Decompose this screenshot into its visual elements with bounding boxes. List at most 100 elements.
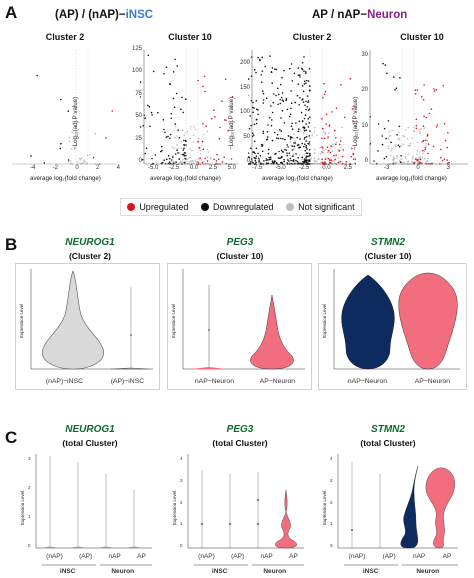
volcano-point	[170, 117, 172, 120]
volcano-point	[281, 156, 283, 158]
volcano-point	[92, 156, 95, 159]
volcano-point	[255, 71, 257, 74]
volcano-point	[428, 112, 431, 115]
v2-xtick: -2.5	[168, 165, 180, 171]
volcano-point	[164, 131, 166, 134]
volcano-point	[436, 124, 439, 126]
volcano-point	[257, 56, 259, 59]
panel-c-letter: C	[5, 428, 18, 447]
volcano-point	[424, 139, 427, 142]
panel-a-letter: A	[5, 3, 18, 22]
volcano-point	[400, 155, 402, 157]
volcano-point	[323, 82, 325, 85]
volcano-point	[262, 132, 264, 135]
volcano-point	[297, 83, 300, 85]
volcano-point	[419, 132, 421, 135]
volcano-point	[350, 155, 353, 158]
volcano-point	[394, 88, 396, 91]
volcano-point	[331, 111, 333, 113]
volcano-point	[197, 141, 200, 143]
volcano-point	[352, 153, 354, 156]
volcano-point	[306, 155, 309, 158]
volcano-point	[268, 148, 270, 151]
volcano-point	[328, 159, 331, 161]
volcano-point	[298, 146, 300, 149]
volcano-point	[413, 162, 415, 164]
volcano-point	[330, 147, 332, 150]
volcano-point	[395, 87, 398, 89]
volcano-point	[300, 161, 302, 164]
volcano-point	[383, 157, 386, 160]
volcano-point	[303, 154, 306, 156]
v2-xtick: 5.0	[227, 165, 236, 171]
volcano-point	[253, 140, 256, 143]
volcano-point	[165, 66, 168, 69]
volcano-point	[86, 154, 89, 156]
b3-group-label: nAP−Neuron	[347, 378, 387, 385]
b3-ylabel: Expression Level	[322, 303, 327, 338]
volcano-point	[298, 154, 301, 156]
volcano-point	[331, 150, 334, 152]
volcano-point	[340, 146, 342, 149]
volcano-point	[303, 138, 306, 140]
c3-group-label: nAP	[412, 553, 426, 560]
volcano-point	[290, 159, 292, 162]
volcano-point	[288, 160, 290, 162]
legend-down: Downregulated	[200, 202, 274, 212]
volcano-point	[421, 149, 424, 152]
c1-bracket-labels: iNSC Neuron	[42, 568, 152, 575]
b2-group-label: nAP−Neuron	[194, 378, 234, 385]
volcano-2-xticks: -5.0 -2.5 0.0 2.5 5.0	[148, 165, 236, 171]
volcano-point	[418, 129, 421, 131]
volcano-point	[277, 103, 279, 106]
volcano-point	[414, 93, 417, 95]
volcano-point	[74, 147, 77, 149]
volcano-point	[189, 125, 192, 128]
volcano-point	[308, 108, 311, 110]
volcano-point	[288, 152, 291, 154]
volcano-point	[186, 130, 189, 133]
volcano-point	[289, 67, 291, 70]
volcano-point	[181, 129, 184, 132]
volcano-point	[163, 73, 165, 75]
c2-yticks: 0 1 2 3 4	[180, 456, 186, 548]
left-header-prefix: (AP) / (nAP)−	[55, 9, 126, 21]
volcano-point	[301, 158, 303, 161]
c1-groups: (nAP) (AP) nAP AP	[38, 553, 154, 560]
volcano-point	[304, 104, 306, 107]
volcano-point	[351, 108, 354, 110]
volcano-point	[308, 68, 311, 70]
volcano-point	[433, 88, 435, 90]
volcano-point	[303, 83, 306, 85]
volcano-point	[293, 137, 295, 140]
b3-gene: STMN2	[371, 237, 405, 248]
volcano-point	[308, 143, 310, 145]
volcano-point	[295, 122, 297, 124]
volcano-point	[280, 117, 282, 119]
volcano-point	[78, 157, 81, 160]
volcano-point	[411, 155, 414, 158]
v4-xtick: 3	[446, 165, 450, 171]
volcano-point	[203, 160, 205, 163]
volcano-point	[297, 130, 300, 133]
v3-xtick: -5.0	[275, 165, 286, 171]
volcano-point	[338, 143, 341, 146]
volcano-point	[392, 156, 395, 158]
volcano-point	[326, 157, 328, 159]
c1-ytick: 2	[28, 485, 31, 490]
volcano-point	[270, 124, 273, 127]
bracket-label-insc: iNSC	[362, 568, 379, 575]
volcano-point	[203, 75, 206, 78]
volcano-point	[323, 149, 325, 152]
volcano-point	[144, 117, 146, 119]
volcano-point	[414, 89, 417, 91]
volcano-point	[171, 146, 174, 149]
volcano-point	[281, 99, 284, 101]
volcano-3-yticks: 0 50 100 150 200	[236, 60, 250, 164]
volcano-point	[301, 99, 303, 101]
volcano-point	[283, 122, 286, 124]
volcano-point	[250, 124, 252, 127]
c1-ytick: 1	[28, 514, 31, 519]
volcano-point	[294, 101, 297, 104]
volcano-point	[321, 127, 324, 130]
